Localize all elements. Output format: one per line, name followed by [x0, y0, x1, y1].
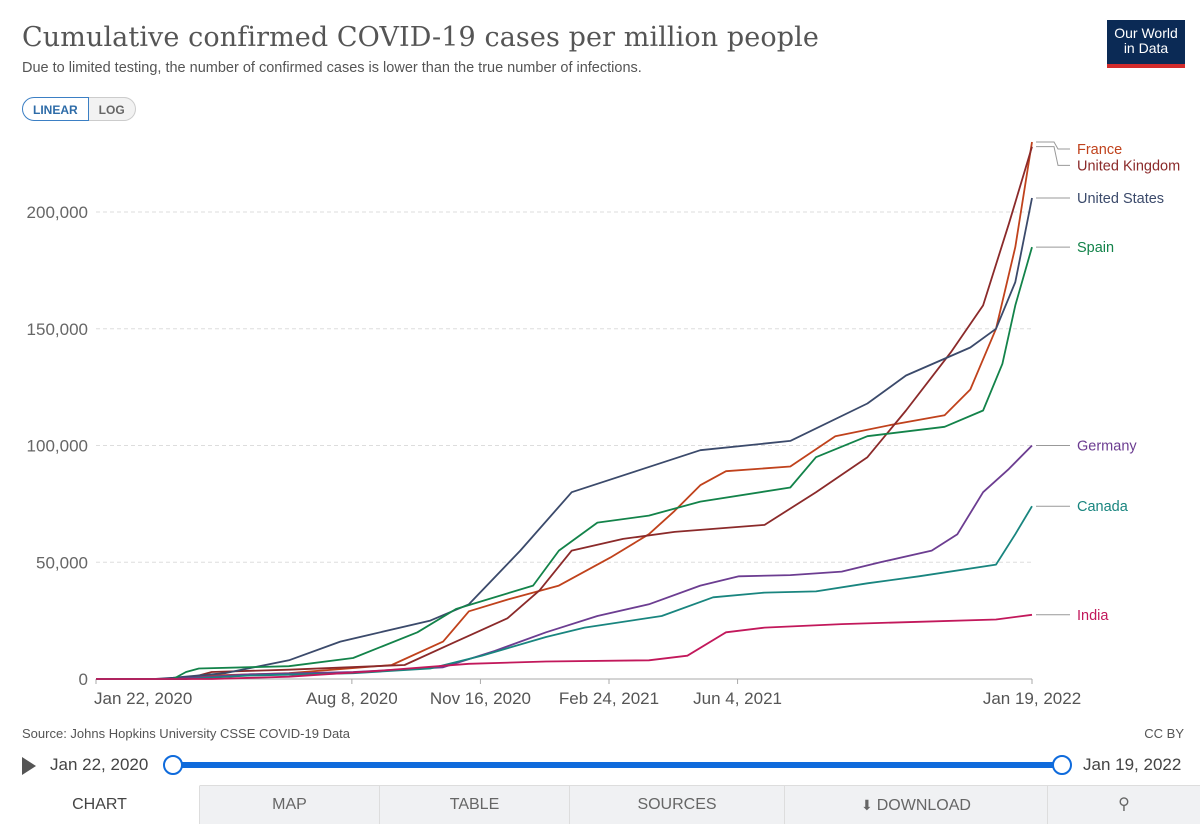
download-icon: ⬇	[861, 797, 873, 813]
logo-line-2: in Data	[1123, 40, 1169, 56]
timeline-start-label: Jan 22, 2020	[50, 755, 149, 774]
owid-logo[interactable]: Our World in Data	[1107, 20, 1185, 68]
series-line-united-states	[96, 197, 1033, 680]
timeline-slider-track[interactable]	[172, 762, 1062, 768]
source-link[interactable]: Johns Hopkins University CSSE COVID-19 D…	[70, 726, 351, 741]
chart-subtitle: Due to limited testing, the number of co…	[22, 60, 642, 76]
legend-label-spain: Spain	[1077, 240, 1114, 256]
legend-label-united-kingdom: United Kingdom	[1077, 158, 1180, 174]
tab-table[interactable]: TABLE	[380, 786, 570, 824]
y-tick-label: 150,000	[27, 320, 88, 339]
legend-label-united-states: United States	[1077, 191, 1164, 207]
x-tick-label: Feb 24, 2021	[559, 689, 659, 708]
play-icon[interactable]	[22, 757, 36, 775]
tab-sources[interactable]: SOURCES	[570, 786, 785, 824]
line-chart[interactable]: 0 50,000 100,000 150,000 200,000 Jan 22, 2020…	[0, 130, 1200, 720]
series-line-france	[96, 141, 1033, 680]
x-tick-label: Jun 4, 2021	[693, 689, 782, 708]
series-line-canada	[96, 505, 1033, 680]
legend-label-germany: Germany	[1077, 439, 1137, 455]
y-tick-label: 200,000	[27, 203, 88, 222]
source-prefix: Source:	[22, 726, 71, 741]
tab-download[interactable]: ⬇ DOWNLOAD	[785, 786, 1048, 824]
tab-download-label: DOWNLOAD	[876, 797, 971, 814]
tab-map[interactable]: MAP	[200, 786, 380, 824]
legend-label-france: France	[1077, 142, 1122, 158]
tab-chart[interactable]: CHART	[0, 785, 200, 824]
share-icon: ⚲	[1118, 796, 1130, 813]
chart-title: Cumulative confirmed COVID-19 cases per …	[22, 22, 819, 53]
x-tick-label: Aug 8, 2020	[306, 689, 398, 708]
x-tick-label: Nov 16, 2020	[430, 689, 531, 708]
y-tick-label: 100,000	[27, 437, 88, 456]
x-tick-label: Jan 22, 2020	[94, 689, 192, 708]
y-tick-label: 50,000	[36, 553, 88, 572]
legend-label-canada: Canada	[1077, 499, 1129, 515]
series-line-united-kingdom	[96, 146, 1033, 680]
series-line-india	[96, 613, 1033, 680]
timeline-end-handle[interactable]	[1052, 755, 1072, 775]
legend-connector-france	[1036, 141, 1070, 150]
series-line-spain	[96, 246, 1033, 680]
timeline-start-handle[interactable]	[163, 755, 183, 775]
log-scale-button[interactable]: LOG	[88, 97, 136, 121]
scale-toggle: LINEAR LOG	[22, 97, 136, 121]
legend-connector-united-kingdom	[1036, 146, 1070, 166]
timeline-end-label: Jan 19, 2022	[1083, 755, 1182, 774]
bottom-tabs: CHART MAP TABLE SOURCES ⬇ DOWNLOAD ⚲	[0, 785, 1200, 824]
y-tick-label: 0	[79, 670, 88, 689]
legend-label-india: India	[1077, 608, 1109, 624]
tab-share[interactable]: ⚲	[1048, 786, 1200, 824]
license-link[interactable]: CC BY	[1144, 726, 1184, 741]
x-tick-label: Jan 19, 2022	[983, 689, 1081, 708]
source-note: Source: Johns Hopkins University CSSE CO…	[22, 726, 350, 741]
linear-scale-button[interactable]: LINEAR	[22, 97, 89, 121]
logo-line-1: Our World	[1114, 25, 1178, 41]
